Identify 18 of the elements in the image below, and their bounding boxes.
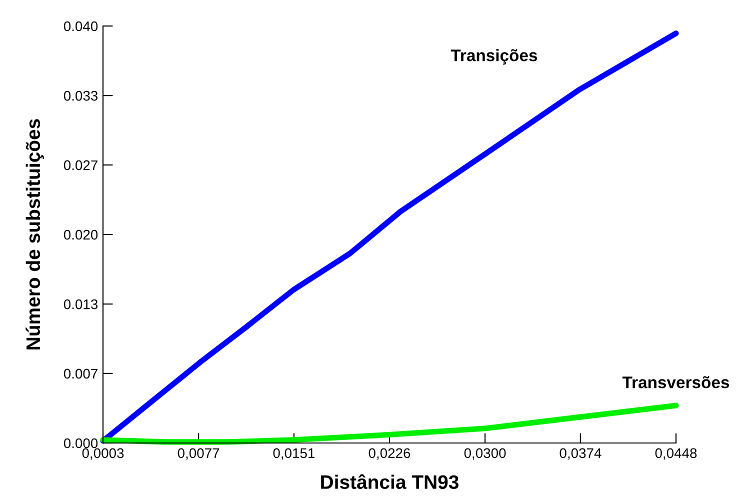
- y-tick-label: 0.040: [64, 21, 98, 32]
- y-tick-label: 0.027: [64, 160, 98, 170]
- y-axis-title: Número de substituições: [26, 119, 44, 350]
- x-tick-label: 0,0300: [464, 448, 506, 460]
- y-tick-label: 0.020: [64, 230, 98, 240]
- y-tick-label: 0.013: [64, 299, 98, 310]
- x-tick-label: 0,0374: [560, 448, 602, 460]
- x-axis-title: Distância TN93: [321, 474, 459, 490]
- x-tick-label: 0,0003: [82, 448, 124, 460]
- x-tick-label: 0,0077: [178, 448, 220, 460]
- text: Transições: [450, 49, 538, 65]
- x-tick-label: 0,0151: [273, 448, 315, 460]
- y-tick-label: 0.000: [64, 438, 98, 448]
- y-tick-label: 0.007: [64, 368, 98, 379]
- y-tick-label: 0.033: [64, 90, 98, 101]
- x-tick-label: 0,0226: [368, 448, 410, 460]
- series-label: Transversões: [622, 376, 730, 388]
- x-tick-label: 0,0448: [655, 448, 697, 460]
